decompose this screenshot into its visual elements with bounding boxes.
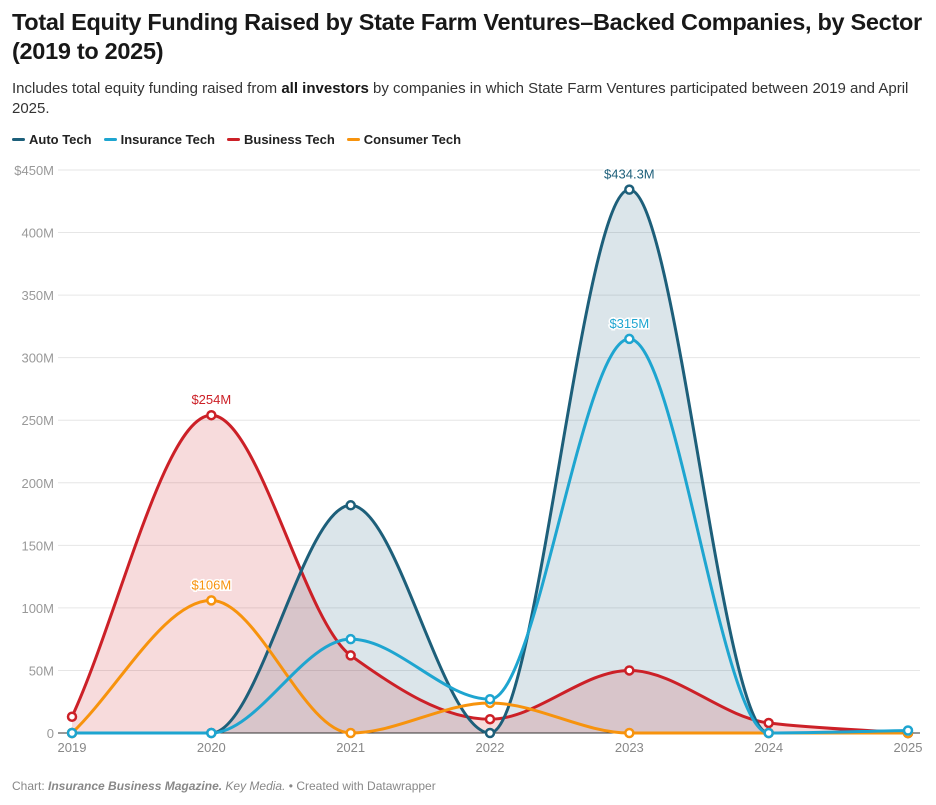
point-auto-tech (345, 500, 356, 511)
legend-item[interactable]: Insurance Tech (103, 132, 215, 147)
y-tick-label: 150M (21, 538, 54, 553)
data-label-consumer-tech: $106M (191, 577, 231, 592)
subtitle-bold: all investors (281, 80, 369, 97)
x-tick-label: 2021 (336, 740, 365, 755)
x-tick-label: 2024 (754, 740, 783, 755)
line-auto-tech (71, 188, 908, 735)
y-tick-label: 50M (29, 663, 54, 678)
footer-prefix: Chart: (12, 779, 49, 793)
x-tick-label: 2020 (197, 740, 226, 755)
legend-swatch (346, 138, 360, 141)
point-insurance-tech (345, 633, 356, 645)
legend-item[interactable]: Consumer Tech (346, 132, 462, 147)
legend-swatch (103, 138, 117, 141)
legend-swatch (12, 138, 25, 141)
y-tick-label: 300M (21, 351, 54, 366)
data-label-auto-tech: $434.3M (604, 167, 655, 182)
area-business-tech (72, 415, 908, 733)
point-business-tech (484, 713, 496, 725)
legend-label: Auto Tech (29, 132, 92, 147)
line-insurance-tech (71, 337, 909, 735)
y-tick-label: $450M (14, 163, 54, 178)
point-insurance-tech (206, 727, 217, 739)
data-label-business-tech: $254M (191, 392, 231, 407)
x-tick-label: 2019 (58, 740, 87, 755)
legend-label: Consumer Tech (363, 132, 462, 147)
point-business-tech (206, 409, 217, 421)
area-auto-tech (72, 189, 908, 733)
legend-label: Business Tech (244, 132, 335, 147)
legend: Auto Tech Insurance Tech Business Tech Cons… (12, 132, 461, 147)
point-insurance-tech (763, 727, 774, 739)
point-insurance-tech (902, 725, 914, 736)
footer: Chart: Insurance Business Magazine. Key … (12, 779, 436, 793)
point-auto-tech (484, 727, 496, 739)
point-insurance-tech (66, 727, 78, 739)
subtitle-text-end: by companies in which State Farm Venture… (12, 80, 909, 117)
y-tick-label: 350M (21, 288, 54, 303)
point-consumer-tech (345, 727, 356, 739)
x-tick-label: 2023 (615, 740, 644, 755)
y-tick-label: 0 (47, 726, 54, 741)
point-business-tech (66, 711, 78, 722)
footer-org: Key Media. (222, 779, 286, 793)
point-consumer-tech (624, 727, 635, 739)
point-insurance-tech (624, 333, 635, 345)
data-label-insurance-tech: $315M (609, 316, 649, 331)
footer-credit: • Created with Datawrapper (285, 779, 436, 793)
point-insurance-tech (484, 693, 496, 705)
x-tick-label: 2022 (476, 740, 505, 755)
line-business-tech (70, 413, 909, 735)
point-auto-tech (624, 184, 635, 195)
legend-item[interactable]: Business Tech (227, 132, 335, 147)
footer-source[interactable]: Insurance Business Magazine. (48, 779, 223, 793)
legend-swatch (227, 138, 240, 141)
point-consumer-tech (206, 595, 217, 606)
point-business-tech (345, 650, 356, 661)
y-tick-label: 400M (21, 226, 54, 241)
subtitle-text: Includes total equity funding raised fro… (12, 80, 282, 97)
point-business-tech (763, 717, 774, 729)
chart-subtitle: Includes total equity funding raised fro… (12, 79, 922, 119)
point-business-tech (624, 665, 635, 676)
y-tick-label: 250M (21, 413, 54, 428)
y-tick-label: 200M (21, 476, 54, 491)
y-tick-label: 100M (21, 601, 54, 616)
legend-label: Insurance Tech (120, 132, 215, 147)
legend-item[interactable]: Auto Tech (12, 132, 92, 147)
x-tick-label: 2025 (894, 740, 923, 755)
chart-title: Total Equity Funding Raised by State Far… (12, 9, 922, 64)
